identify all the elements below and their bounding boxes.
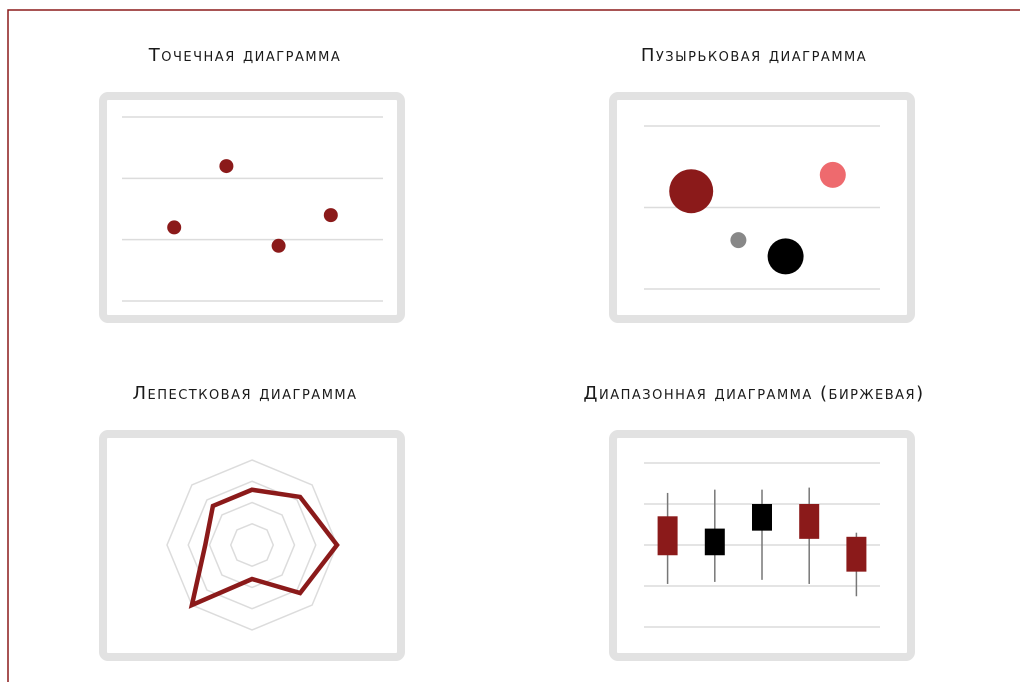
radar-ring [229, 522, 275, 568]
bubble [730, 232, 747, 249]
bubble [767, 238, 804, 275]
chart-title: Лепестковая диаграмма [132, 383, 357, 404]
candle-body [752, 504, 772, 531]
chart-title: Точечная диаграмма [148, 45, 341, 66]
frame [7, 9, 1020, 682]
radar-ring [187, 480, 317, 610]
chart-panel [99, 92, 405, 323]
point [271, 238, 286, 253]
radar-ring [208, 501, 296, 589]
point [219, 159, 234, 174]
chart-panel [99, 430, 405, 661]
chart-title: Диапазонная диаграмма (биржевая) [583, 383, 924, 404]
candle-body [799, 504, 820, 539]
point [323, 208, 338, 223]
bubble [669, 169, 714, 214]
candle-body [846, 536, 867, 572]
bubble [819, 161, 846, 188]
radar-line [188, 487, 340, 609]
candle-body [657, 516, 678, 556]
chart-title: Пузырьковая диаграмма [641, 45, 867, 66]
point [167, 220, 182, 235]
radar-ring [166, 459, 338, 631]
candle-body [704, 528, 725, 556]
